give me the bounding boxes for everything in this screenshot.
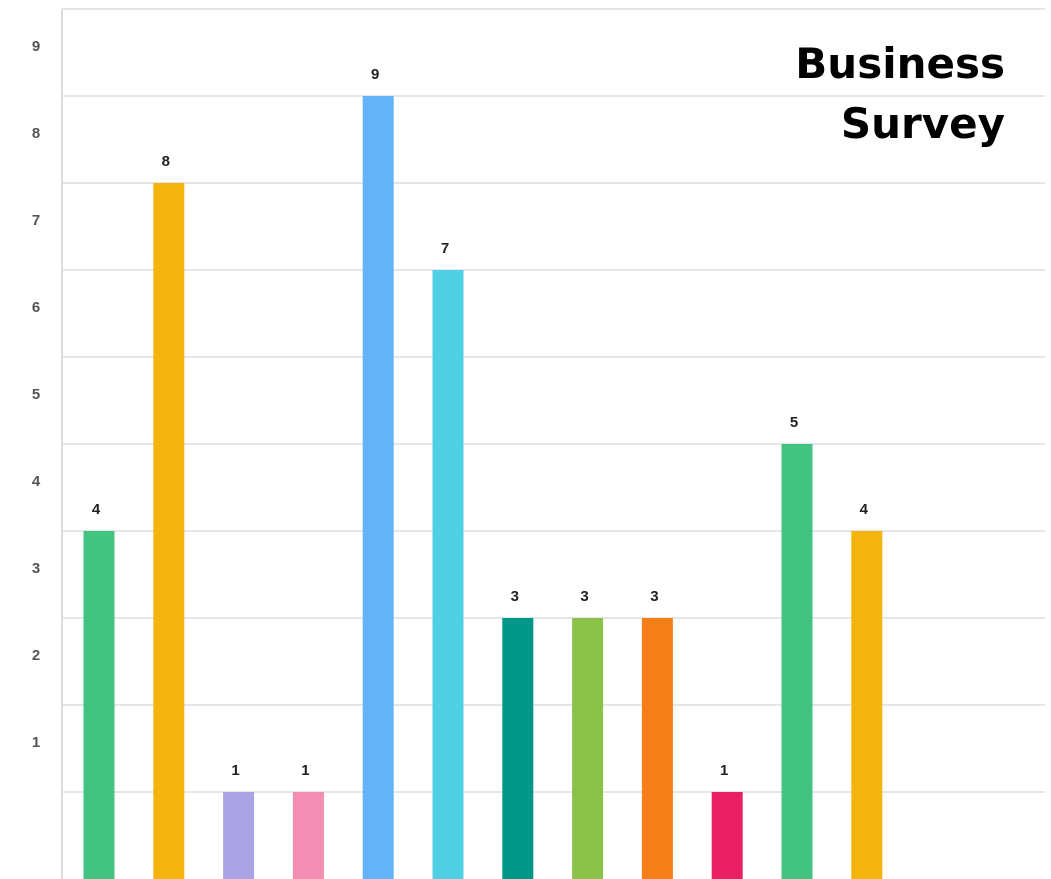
bar-value-label: 3 <box>511 588 519 605</box>
y-tick-label: 4 <box>32 473 41 490</box>
bar-value-label: 4 <box>92 501 101 518</box>
bar-value-label: 4 <box>860 501 869 518</box>
bar <box>781 444 813 879</box>
bar <box>83 531 115 879</box>
y-axis: 12345678910 <box>32 9 63 879</box>
y-tick-label: 6 <box>32 299 40 316</box>
y-tick-label: 7 <box>32 212 40 229</box>
bar-value-label: 3 <box>580 588 588 605</box>
chart-title-line-2: Survey <box>841 99 1005 148</box>
bar <box>432 270 464 879</box>
grid-lines <box>62 8 1045 793</box>
bar-value-label: 7 <box>441 240 449 257</box>
bar <box>851 531 883 879</box>
bar-value-label: 1 <box>301 762 309 779</box>
y-tick-label: 8 <box>32 125 40 142</box>
y-tick-label: 1 <box>32 734 40 751</box>
bar <box>502 618 534 879</box>
y-tick-label: 9 <box>32 38 40 55</box>
bar <box>153 183 185 879</box>
bar-value-label: 8 <box>162 153 170 170</box>
bars <box>83 96 883 879</box>
bar <box>292 792 324 879</box>
y-tick-label: 2 <box>32 647 40 664</box>
chart-title-line-1: Business <box>795 39 1005 88</box>
bar <box>362 96 394 879</box>
bar-value-label: 3 <box>650 588 658 605</box>
bar-value-label: 9 <box>371 66 379 83</box>
bar-value-label: 1 <box>720 762 728 779</box>
bar-value-label: 1 <box>231 762 239 779</box>
bar <box>711 792 743 879</box>
bar-value-label: 5 <box>790 414 798 431</box>
y-tick-label: 5 <box>32 386 40 403</box>
y-tick-label: 3 <box>32 560 40 577</box>
bar <box>572 618 604 879</box>
bar <box>223 792 255 879</box>
bar <box>641 618 673 879</box>
